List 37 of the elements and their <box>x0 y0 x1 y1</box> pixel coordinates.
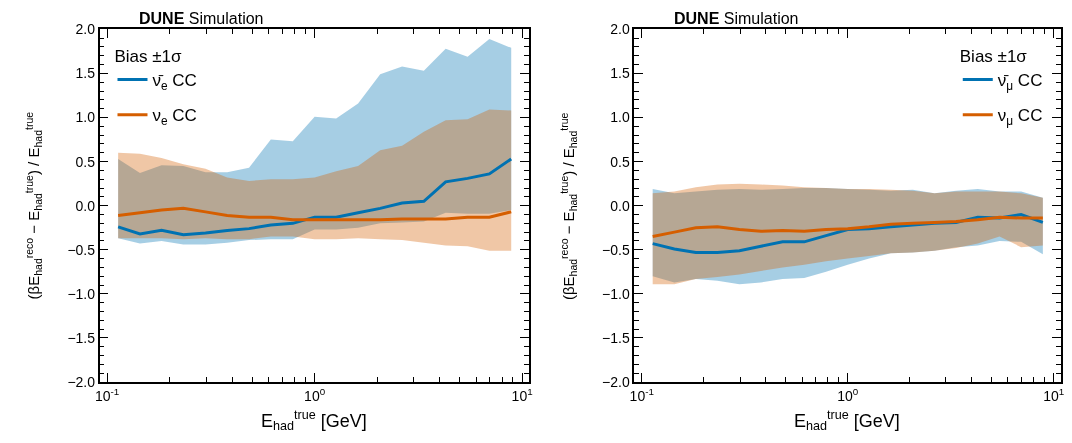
x-tick-label: 10$^{1}$ <box>1043 385 1065 404</box>
y-tick-label: −0.5 <box>67 241 96 258</box>
legend-title: Bias ±1σ <box>959 47 1028 67</box>
y-tick-label: 0.5 <box>75 153 96 170</box>
y-tick-label: −1.0 <box>602 285 630 302</box>
y-tick-label: −2.0 <box>602 373 630 390</box>
y-tick-label: 0.0 <box>610 197 630 214</box>
legend-label: ν̄$_{e}$ CC <box>152 71 197 93</box>
line-series <box>651 215 1045 239</box>
x-axis-title: E$_{had}$$^{true}$ [GeV] <box>261 408 367 434</box>
x-tick-label: 10$^{-1}$ <box>94 385 120 404</box>
legend-title: Bias ±1σ <box>114 47 183 67</box>
x-tick-label: 10$^{0}$ <box>837 385 859 404</box>
legend-label: ν$_{μ}$ CC <box>997 106 1043 128</box>
y-tick-label: −0.5 <box>602 241 630 258</box>
y-tick-label: 1.5 <box>610 65 630 82</box>
y-tick-label: −1.5 <box>67 329 96 346</box>
y-tick-label: 1.0 <box>75 109 96 126</box>
chart-title: DUNE Simulation <box>674 10 799 27</box>
y-tick-label: 0.0 <box>75 197 96 214</box>
y-tick-label: 1.5 <box>75 65 96 82</box>
x-tick-label: 10$^{0}$ <box>304 385 326 404</box>
chart-title: DUNE Simulation <box>139 10 264 27</box>
x-tick-label: 10$^{1}$ <box>511 385 533 404</box>
y-tick-label: −2.0 <box>67 373 96 390</box>
y-tick-label: 1.0 <box>610 109 630 126</box>
y-tick-label: −1.5 <box>602 329 630 346</box>
line-series <box>116 157 513 237</box>
y-tick-label: −1.0 <box>67 285 96 302</box>
line-series <box>116 206 513 222</box>
x-tick-label: 10$^{-1}$ <box>629 385 654 404</box>
x-axis-title: E$_{had}$$^{true}$ [GeV] <box>794 408 900 434</box>
y-tick-label: 2.0 <box>610 21 630 38</box>
legend-label: ν$_{e}$ CC <box>152 106 197 128</box>
legend-label: ν̄$_{μ}$ CC <box>997 71 1043 93</box>
y-tick-label: 0.5 <box>610 153 630 170</box>
y-tick-label: 2.0 <box>75 21 96 38</box>
